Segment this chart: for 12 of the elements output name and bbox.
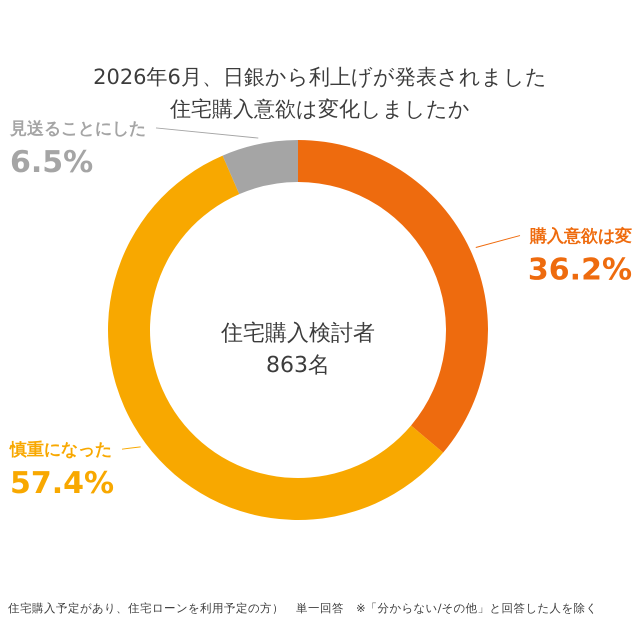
- text: 住宅購入予定があり、住宅ローンを利用予定の方） 単一回答 ※「分からない/その他」と回答した人を除く: [7, 601, 598, 615]
- slice-label: 見送ることにした: [9, 118, 146, 139]
- text: 863名: [266, 353, 330, 378]
- slice-label: 慎重になった: [9, 440, 112, 460]
- chart-subtitle: 住宅購入意欲は変化しましたか: [169, 97, 470, 121]
- text: 住宅購入検討者: [220, 321, 375, 346]
- donut-slice: [222, 140, 298, 194]
- data-label: 36.2%: [528, 252, 632, 288]
- data-label: 57.4%: [10, 466, 114, 502]
- chart-title: 2026年6月、日銀から利上げが発表されました: [93, 65, 547, 89]
- data-label: 6.5%: [10, 144, 94, 180]
- slice-label: 購入意欲は変: [529, 226, 632, 247]
